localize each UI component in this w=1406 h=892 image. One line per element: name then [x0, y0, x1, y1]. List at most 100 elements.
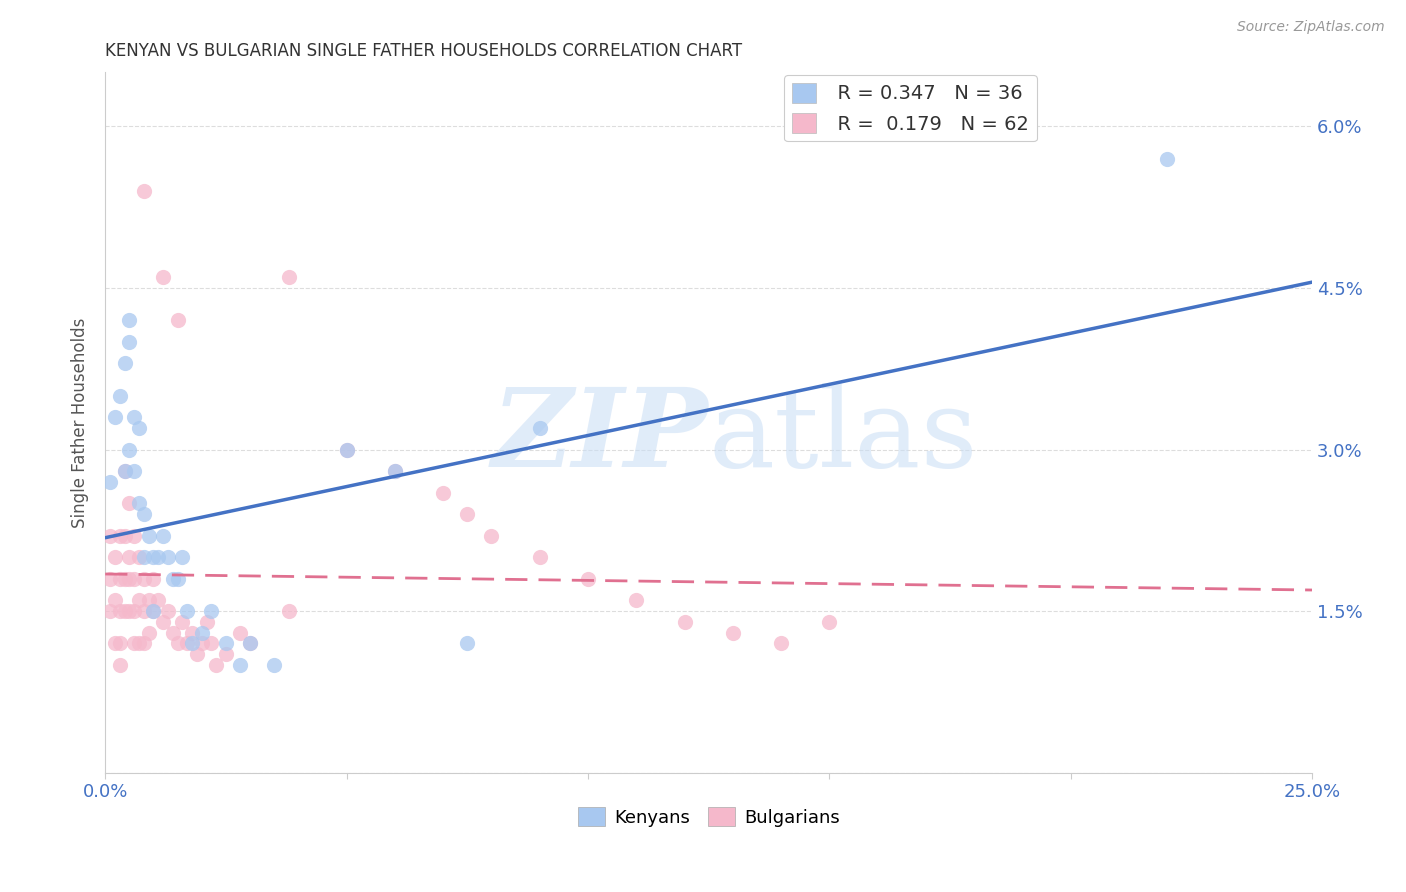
Point [456, 636, 478, 650]
Point [118, 313, 141, 327]
Point [529, 421, 551, 435]
Point [122, 464, 145, 478]
Point [108, 389, 131, 403]
Point [108, 658, 131, 673]
Point [114, 529, 136, 543]
Point [181, 636, 204, 650]
Point [104, 550, 127, 565]
Point [98, 529, 121, 543]
Point [181, 625, 204, 640]
Point [132, 572, 155, 586]
Point [114, 604, 136, 618]
Point [195, 615, 218, 629]
Point [118, 442, 141, 457]
Point [152, 270, 174, 285]
Point [336, 442, 359, 457]
Y-axis label: Single Father Households: Single Father Households [72, 318, 89, 528]
Point [114, 572, 136, 586]
Point [128, 550, 150, 565]
Point [138, 625, 160, 640]
Point [176, 636, 198, 650]
Point [191, 636, 214, 650]
Point [215, 636, 238, 650]
Point [132, 636, 155, 650]
Point [104, 636, 127, 650]
Point [114, 464, 136, 478]
Point [172, 615, 194, 629]
Point [215, 647, 238, 661]
Point [98, 604, 121, 618]
Point [114, 356, 136, 370]
Point [770, 636, 793, 650]
Point [132, 550, 155, 565]
Point [122, 636, 145, 650]
Point [142, 604, 165, 618]
Text: KENYAN VS BULGARIAN SINGLE FATHER HOUSEHOLDS CORRELATION CHART: KENYAN VS BULGARIAN SINGLE FATHER HOUSEH… [105, 42, 742, 60]
Point [98, 475, 121, 489]
Point [142, 604, 165, 618]
Point [98, 572, 121, 586]
Point [118, 334, 141, 349]
Point [239, 636, 262, 650]
Point [205, 658, 228, 673]
Point [529, 550, 551, 565]
Point [114, 464, 136, 478]
Text: ZIP: ZIP [492, 383, 709, 491]
Point [166, 636, 188, 650]
Point [118, 550, 141, 565]
Point [166, 572, 188, 586]
Point [162, 625, 184, 640]
Point [148, 593, 170, 607]
Point [263, 658, 285, 673]
Point [818, 615, 841, 629]
Point [108, 529, 131, 543]
Point [104, 410, 127, 425]
Point [384, 464, 406, 478]
Point [172, 550, 194, 565]
Point [132, 604, 155, 618]
Point [132, 184, 155, 198]
Point [142, 572, 165, 586]
Point [142, 550, 165, 565]
Text: atlas: atlas [709, 383, 979, 490]
Point [118, 572, 141, 586]
Point [156, 604, 179, 618]
Point [108, 604, 131, 618]
Point [128, 636, 150, 650]
Point [626, 593, 648, 607]
Point [277, 270, 299, 285]
Point [336, 442, 359, 457]
Point [128, 421, 150, 435]
Point [152, 529, 174, 543]
Point [162, 572, 184, 586]
Point [122, 410, 145, 425]
Point [156, 550, 179, 565]
Point [229, 625, 252, 640]
Point [118, 604, 141, 618]
Point [200, 636, 222, 650]
Point [673, 615, 696, 629]
Point [104, 593, 127, 607]
Point [200, 604, 222, 618]
Point [456, 507, 478, 521]
Point [239, 636, 262, 650]
Point [108, 572, 131, 586]
Point [186, 647, 208, 661]
Point [118, 496, 141, 510]
Point [277, 604, 299, 618]
Point [176, 604, 198, 618]
Point [384, 464, 406, 478]
Point [132, 507, 155, 521]
Point [481, 529, 503, 543]
Point [1156, 152, 1178, 166]
Point [166, 313, 188, 327]
Point [152, 615, 174, 629]
Point [122, 529, 145, 543]
Point [122, 572, 145, 586]
Point [128, 496, 150, 510]
Text: Source: ZipAtlas.com: Source: ZipAtlas.com [1237, 20, 1385, 34]
Point [108, 636, 131, 650]
Point [122, 604, 145, 618]
Point [721, 625, 744, 640]
Point [148, 550, 170, 565]
